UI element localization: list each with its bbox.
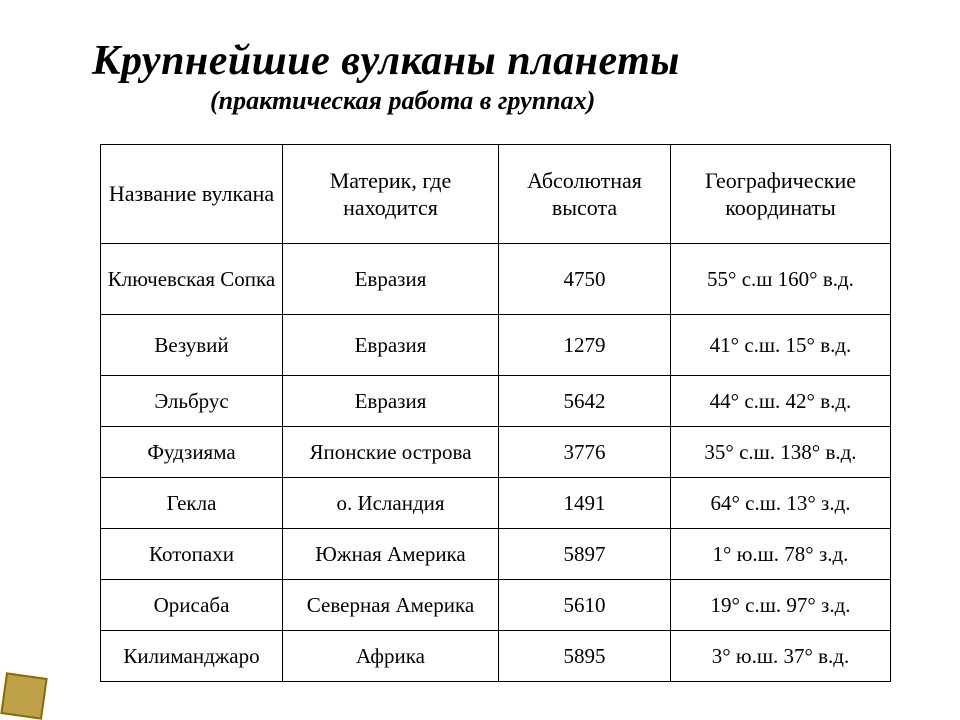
col-header-height: Абсолютная высота xyxy=(499,145,671,244)
cell-coordinates: 64° с.ш. 13° з.д. xyxy=(671,478,891,529)
table-row: Везувий Евразия 1279 41° с.ш. 15° в.д. xyxy=(101,315,891,376)
table-row: Котопахи Южная Америка 5897 1° ю.ш. 78° … xyxy=(101,529,891,580)
slide-page: Крупнейшие вулканы планеты (практическая… xyxy=(0,0,960,720)
cell-name: Везувий xyxy=(101,315,283,376)
cell-height: 5895 xyxy=(499,631,671,682)
cell-coordinates: 19° с.ш. 97° з.д. xyxy=(671,580,891,631)
table-row: Орисаба Северная Америка 5610 19° с.ш. 9… xyxy=(101,580,891,631)
cell-continent: Евразия xyxy=(283,376,499,427)
cell-continent: Японские острова xyxy=(283,427,499,478)
cell-coordinates: 55° с.ш 160° в.д. xyxy=(671,244,891,315)
table-row: Килиманджаро Африка 5895 3° ю.ш. 37° в.д… xyxy=(101,631,891,682)
volcano-table: Название вулкана Материк, где находится … xyxy=(100,144,891,682)
cell-height: 5642 xyxy=(499,376,671,427)
cell-coordinates: 1° ю.ш. 78° з.д. xyxy=(671,529,891,580)
cell-name: Эльбрус xyxy=(101,376,283,427)
col-header-name: Название вулкана xyxy=(101,145,283,244)
cell-name: Орисаба xyxy=(101,580,283,631)
col-header-continent: Материк, где находится xyxy=(283,145,499,244)
cell-height: 1491 xyxy=(499,478,671,529)
cell-continent: о. Исландия xyxy=(283,478,499,529)
cell-height: 4750 xyxy=(499,244,671,315)
page-subtitle: (практическая работа в группах) xyxy=(92,86,912,116)
cell-continent: Африка xyxy=(283,631,499,682)
cell-coordinates: 44° с.ш. 42° в.д. xyxy=(671,376,891,427)
table-row: Гекла о. Исландия 1491 64° с.ш. 13° з.д. xyxy=(101,478,891,529)
cell-continent: Северная Америка xyxy=(283,580,499,631)
cell-height: 1279 xyxy=(499,315,671,376)
cell-name: Килиманджаро xyxy=(101,631,283,682)
table-row: Эльбрус Евразия 5642 44° с.ш. 42° в.д. xyxy=(101,376,891,427)
table-row: Фудзияма Японские острова 3776 35° с.ш. … xyxy=(101,427,891,478)
cell-continent: Евразия xyxy=(283,315,499,376)
cell-coordinates: 3° ю.ш. 37° в.д. xyxy=(671,631,891,682)
cell-name: Ключевская Сопка xyxy=(101,244,283,315)
cell-continent: Евразия xyxy=(283,244,499,315)
table-header-row: Название вулкана Материк, где находится … xyxy=(101,145,891,244)
cell-name: Фудзияма xyxy=(101,427,283,478)
cell-name: Гекла xyxy=(101,478,283,529)
cell-height: 5610 xyxy=(499,580,671,631)
cell-height: 5897 xyxy=(499,529,671,580)
cell-continent: Южная Америка xyxy=(283,529,499,580)
table-row: Ключевская Сопка Евразия 4750 55° с.ш 16… xyxy=(101,244,891,315)
col-header-coordinates: Географические координаты xyxy=(671,145,891,244)
cell-coordinates: 41° с.ш. 15° в.д. xyxy=(671,315,891,376)
cell-name: Котопахи xyxy=(101,529,283,580)
cell-coordinates: 35° с.ш. 138° в.д. xyxy=(671,427,891,478)
cell-height: 3776 xyxy=(499,427,671,478)
page-title: Крупнейшие вулканы планеты xyxy=(92,38,912,84)
corner-decoration-icon xyxy=(0,656,64,720)
